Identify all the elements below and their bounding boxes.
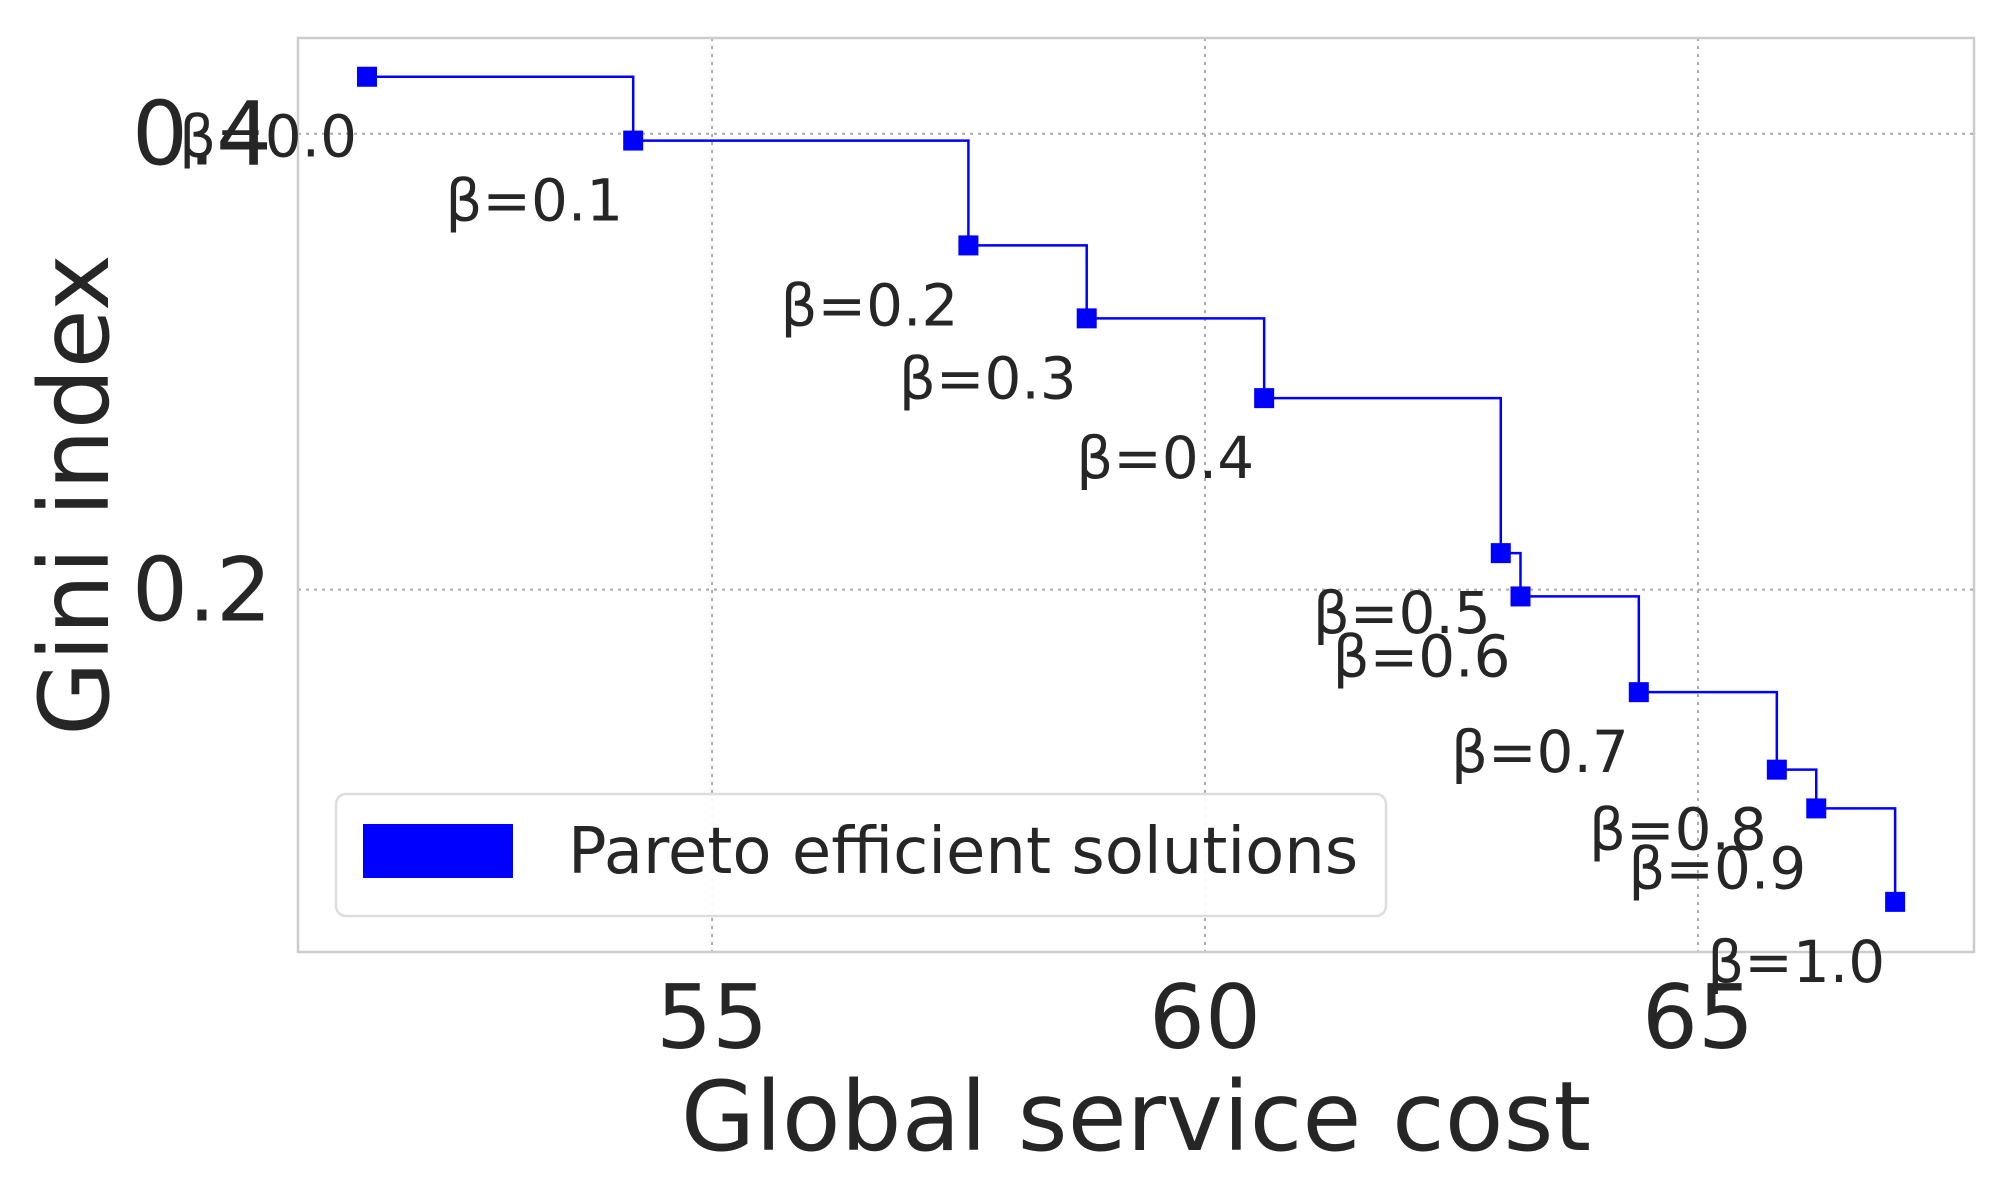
point-label: β=0.0	[179, 103, 357, 171]
y-tick-label: 0.4	[132, 83, 272, 186]
point-label: β=0.5	[1313, 579, 1491, 647]
pareto-point-marker	[1628, 682, 1649, 703]
x-axis-label: Global service cost	[681, 1061, 1591, 1173]
tick-labels: 55 60 65 0.2 0.4	[132, 83, 1754, 1069]
pareto-point-marker	[623, 130, 644, 151]
point-label: β=0.9	[1628, 834, 1806, 902]
legend-swatch	[363, 824, 513, 878]
pareto-point-marker	[1510, 586, 1531, 607]
legend-label: Pareto efficient solutions	[568, 815, 1358, 889]
point-label: β=0.7	[1451, 718, 1629, 786]
series-pareto	[357, 66, 1906, 912]
point-labels: β=0.0 β=0.1 β=0.2β=0.3 β=0.4 β=0.5β=0.6 β=0.7…	[179, 103, 1885, 996]
y-tick-label: 0.2	[132, 539, 272, 642]
point-label: β=0.2	[781, 271, 959, 339]
x-tick-label: 55	[656, 966, 768, 1069]
pareto-point-marker	[1885, 891, 1906, 912]
pareto-point-marker	[357, 66, 378, 87]
pareto-point-marker	[1254, 388, 1275, 409]
y-axis-label: Gini index	[19, 254, 131, 736]
plot-frame	[296, 36, 1976, 954]
point-label: β=0.6	[1333, 622, 1511, 690]
x-tick-label: 65	[1642, 966, 1754, 1069]
point-label: β=0.1	[445, 167, 623, 235]
pareto-point-marker	[1766, 759, 1787, 780]
legend: Pareto efficient solutions	[334, 792, 1388, 918]
point-label: β=0.4	[1076, 424, 1254, 492]
point-label: β=0.3	[899, 344, 1077, 412]
point-label: β=1.0	[1707, 928, 1885, 996]
pareto-point-marker	[958, 235, 979, 256]
point-label: β=0.8	[1589, 796, 1767, 864]
pareto-point-marker	[1490, 543, 1511, 564]
x-tick-label: 60	[1149, 966, 1261, 1069]
pareto-point-marker	[1076, 308, 1097, 329]
legend-box	[334, 792, 1388, 918]
pareto-point-marker	[1806, 798, 1827, 819]
